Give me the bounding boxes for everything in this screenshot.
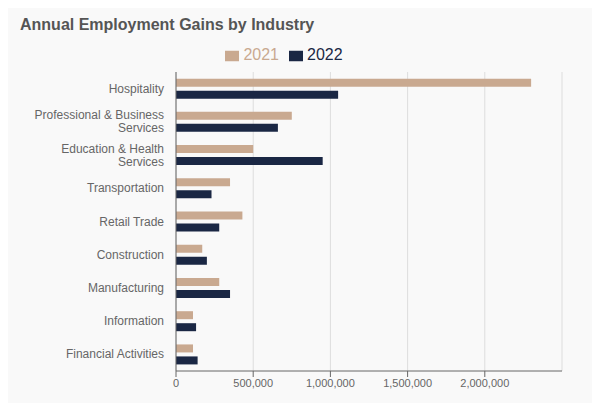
svg-text:Construction: Construction <box>97 248 164 262</box>
svg-text:0: 0 <box>173 377 179 389</box>
svg-text:Information: Information <box>104 314 164 328</box>
html-text:2022: 2022 <box>307 46 343 63</box>
svg-text:Manufacturing: Manufacturing <box>88 281 164 295</box>
svg-text:1,500,000: 1,500,000 <box>383 377 432 389</box>
html-text:2021: 2021 <box>243 46 279 63</box>
svg-text:Professional & BusinessService: Professional & BusinessServices <box>35 108 164 135</box>
svg-text:Hospitality: Hospitality <box>109 82 164 96</box>
svg-text:500,000: 500,000 <box>233 377 273 389</box>
html-text:Annual Employment Gains by Ind: Annual Employment Gains by Industry <box>20 16 315 33</box>
svg-text:Retail Trade: Retail Trade <box>99 215 164 229</box>
svg-text:Education & HealthServices: Education & HealthServices <box>61 142 164 169</box>
svg-text:2,000,000: 2,000,000 <box>460 377 509 389</box>
svg-text:Financial Activities: Financial Activities <box>66 347 164 361</box>
svg-text:1,000,000: 1,000,000 <box>306 377 355 389</box>
svg-text:Transportation: Transportation <box>87 181 164 195</box>
